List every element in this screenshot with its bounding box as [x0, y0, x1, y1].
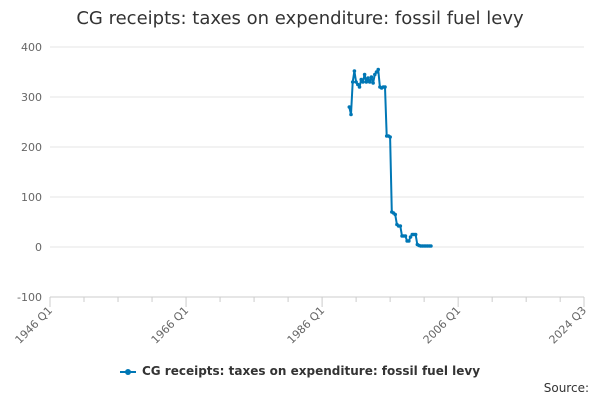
y-tick-label: -100: [17, 291, 42, 304]
data-point: [376, 67, 381, 72]
x-tick-label: 2006 Q1: [421, 304, 464, 347]
data-point: [352, 69, 357, 73]
series-line: [348, 68, 431, 247]
legend-label: CG receipts: taxes on expenditure: fossi…: [141, 364, 481, 378]
y-tick-label: 200: [21, 141, 42, 154]
legend-swatch: [119, 368, 136, 375]
legend[interactable]: CG receipts: taxes on expenditure: fossi…: [0, 364, 600, 378]
x-tick-label: 1986 Q1: [285, 304, 328, 347]
data-point: [393, 212, 398, 217]
data-point: [388, 135, 392, 139]
data-point: [407, 239, 411, 243]
data-point: [357, 85, 362, 89]
chart-title: CG receipts: taxes on expenditure: fossi…: [76, 8, 524, 29]
source-label: Source:: [543, 381, 589, 395]
y-tick-label: 300: [21, 91, 42, 104]
y-tick-label: 0: [35, 241, 42, 254]
data-point: [413, 232, 418, 237]
data-point: [362, 72, 367, 77]
data-point: [369, 75, 374, 79]
y-tick-label: 400: [21, 41, 42, 54]
data-point: [361, 80, 365, 84]
data-point: [349, 112, 353, 117]
data-point: [403, 234, 408, 238]
data-point: [367, 80, 372, 84]
data-point: [347, 105, 352, 109]
data-point: [364, 80, 369, 84]
data-point: [383, 85, 387, 89]
x-tick-label: 2024 Q3: [547, 304, 590, 347]
x-tick-label: 1966 Q1: [149, 304, 192, 347]
data-point: [398, 224, 403, 228]
data-point: [350, 80, 355, 84]
data-point: [371, 81, 375, 85]
data-point: [429, 244, 433, 248]
y-tick-label: 100: [21, 191, 42, 204]
x-tick-label: 1946 Q1: [13, 304, 56, 347]
data-point: [366, 76, 370, 80]
